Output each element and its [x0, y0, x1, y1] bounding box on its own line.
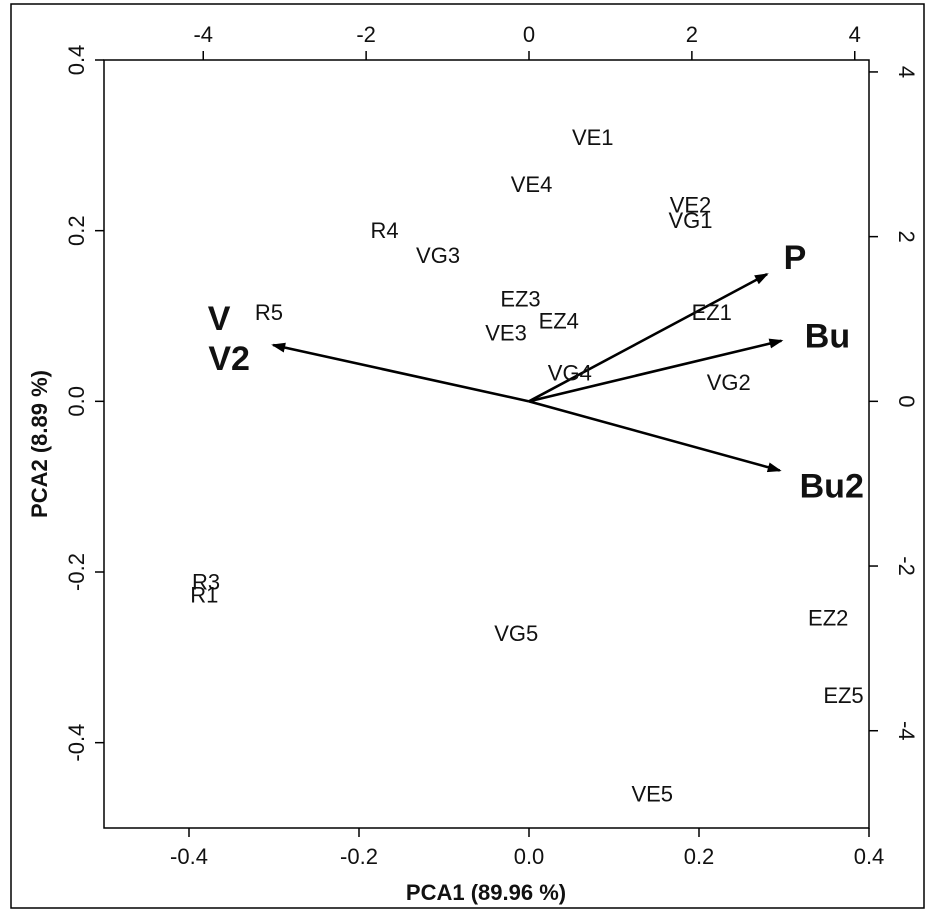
variable-label: V	[208, 300, 231, 338]
y-axis-title: PCA2 (8.89 %)	[27, 370, 52, 518]
top-tick-label: -2	[356, 22, 376, 47]
x-tick-label: -0.4	[170, 844, 208, 869]
plot-area-box	[103, 59, 870, 829]
top-tick-label: 4	[849, 22, 861, 47]
observation-label: R5	[255, 300, 283, 325]
y-tick-label: -0.4	[64, 724, 89, 762]
variable-label: P	[784, 239, 807, 277]
variable-label: Bu	[805, 318, 850, 356]
right-tick-label: -2	[894, 556, 919, 576]
x-axis-title: PCA1 (89.96 %)	[406, 880, 566, 905]
loading-arrow	[528, 273, 769, 403]
observation-label: EZ3	[500, 286, 540, 311]
loading-arrow	[528, 338, 784, 403]
loading-arrows	[271, 273, 784, 473]
variable-labels: P Bu Bu2 VV2	[208, 239, 864, 505]
observation-label: VE3	[485, 321, 527, 346]
observation-label: R1	[190, 583, 218, 608]
top-tick-label: 2	[686, 22, 698, 47]
x-tick-label: 0.4	[854, 844, 885, 869]
variable-label: V2	[208, 340, 250, 378]
observation-label: R3	[192, 570, 220, 595]
x-tick-label: 0.2	[684, 844, 715, 869]
loading-arrow	[528, 400, 782, 473]
right-tick-label: 2	[894, 231, 919, 243]
observation-label: EZ5	[823, 683, 863, 708]
top-tick-label: 0	[523, 22, 535, 47]
loading-arrow	[271, 342, 530, 403]
right-tick-label: -4	[894, 721, 919, 741]
y-tick-label: 0.4	[64, 45, 89, 76]
observation-label: VG2	[707, 370, 751, 395]
top-tick-label: -4	[193, 22, 213, 47]
y-tick-label: -0.2	[64, 553, 89, 591]
observation-label: VG4	[548, 361, 592, 386]
observation-label: VG5	[494, 621, 538, 646]
observation-label: VG3	[416, 243, 460, 268]
observation-label: R4	[370, 218, 398, 243]
observation-label: VE2	[670, 193, 712, 218]
observation-label: EZ2	[808, 606, 848, 631]
observation-label: VE4	[511, 172, 553, 197]
observation-label: EZ4	[539, 309, 579, 334]
axis-ticks: -0.4 -0.2 0.0 0.2 0.4 -0.4 -0.2 0.0 0.2 0.4 -4 -2 0 2…	[64, 22, 919, 869]
y-tick-label: 0.0	[64, 386, 89, 417]
x-tick-label: -0.2	[340, 844, 378, 869]
figure-frame	[10, 3, 925, 909]
x-tick-label: 0.0	[514, 844, 545, 869]
right-tick-label: 0	[894, 395, 919, 407]
observation-label: EZ1	[692, 300, 732, 325]
observation-label: VE5	[631, 781, 673, 806]
variable-label: Bu2	[800, 467, 864, 505]
y-tick-label: 0.2	[64, 215, 89, 246]
observation-label: VE1	[572, 125, 614, 150]
right-tick-label: 4	[894, 66, 919, 78]
observation-label: VG1	[668, 208, 712, 233]
